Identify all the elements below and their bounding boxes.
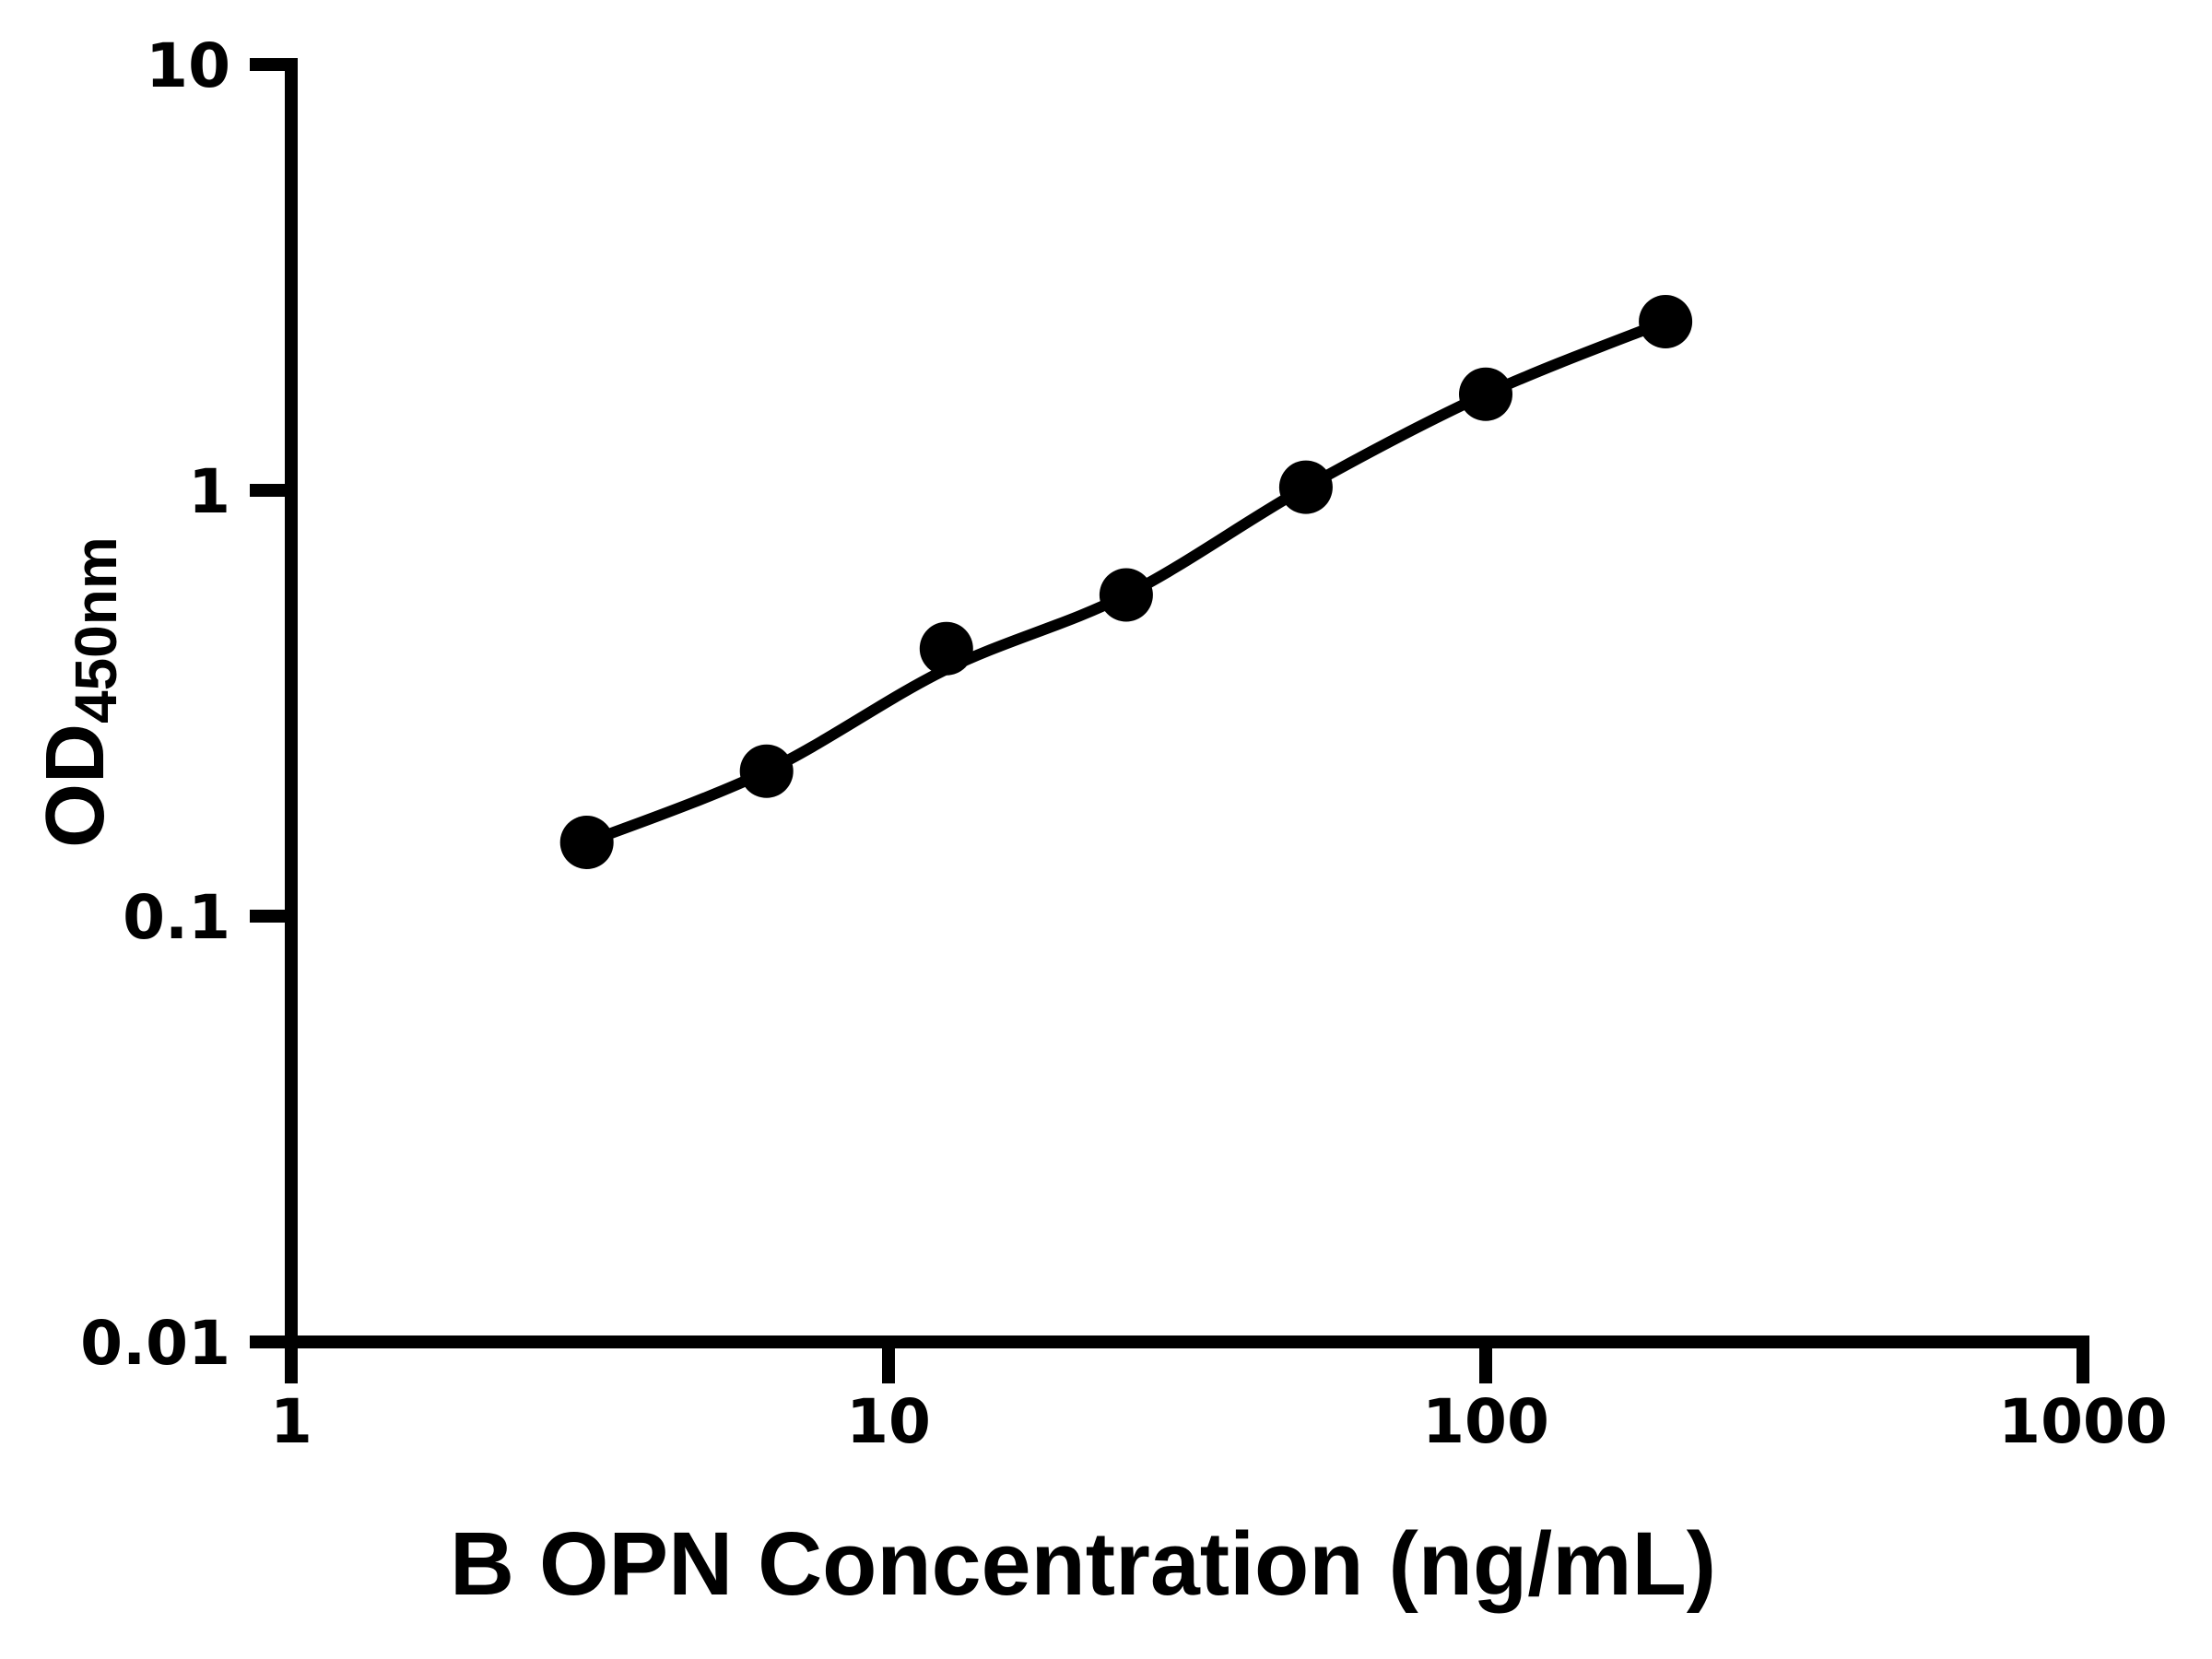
data-point-marker (1639, 295, 1693, 348)
y-axis-title-main: OD (29, 724, 122, 848)
data-point-marker (1278, 460, 1333, 514)
y-tick-label: 10 (146, 30, 230, 101)
x-tick-label: 10 (846, 1386, 931, 1457)
x-tick-label: 100 (1422, 1386, 1549, 1457)
y-axis-title: OD450nm (29, 536, 129, 848)
y-axis-title-subscript: 450nm (63, 536, 129, 724)
x-axis-title: B OPN Concentration (ng/mL) (450, 1513, 1716, 1614)
data-point-marker (919, 621, 973, 676)
y-tick-label: 0.1 (123, 882, 230, 953)
x-tick-label: 1 (270, 1386, 312, 1457)
data-point-marker (1099, 568, 1153, 622)
data-point-marker (1459, 367, 1512, 421)
x-axis-ticks: 1 10 100 1000 (270, 1342, 2168, 1457)
y-axis-ticks: 10 1 0.1 0.01 (80, 30, 291, 1379)
y-tick-label: 0.01 (80, 1308, 230, 1379)
x-tick-label: 1000 (1998, 1386, 2168, 1457)
data-point-marker (559, 816, 614, 869)
data-point-marker (739, 744, 794, 798)
y-tick-label: 1 (188, 456, 230, 527)
data-point-markers (559, 295, 1693, 869)
